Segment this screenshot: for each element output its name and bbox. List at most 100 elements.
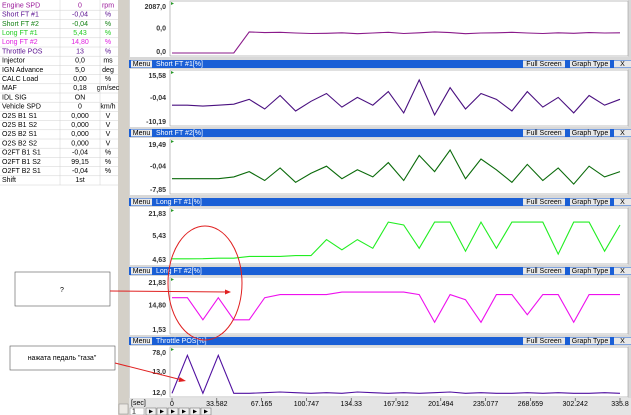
graph-title: Short FT #2[%] [156,130,203,137]
header-button[interactable] [523,60,565,68]
playback-icon [149,409,153,414]
param-unit: km/h [100,104,115,111]
x-tick-label: 134.33 [340,401,362,408]
header-button[interactable] [523,129,565,137]
param-unit: % [105,12,111,19]
scale-label: 21,83 [148,280,166,287]
graph-panel [130,207,628,265]
scroll-down[interactable] [118,403,129,415]
param-value: 14,80 [71,39,89,46]
header-button-label: X [620,268,625,275]
graph-header [129,60,631,68]
marker [171,209,174,212]
param-value: -0,04 [72,150,88,157]
graph-header [129,267,631,275]
param-unit: % [105,39,111,46]
plot-frame [169,346,629,398]
graph-panel [130,346,628,398]
param-name: O2S B1 S2 [2,122,37,129]
param-value: 0 [78,104,82,111]
scrollbar[interactable] [118,0,129,415]
param-unit: % [105,76,111,83]
param-unit: V [106,122,111,129]
x-tick-label: 0 [170,401,174,408]
header-button[interactable] [570,267,610,275]
param-value: -0,04 [72,168,88,175]
header-button-label: X [620,338,625,345]
plot-frame [169,69,629,127]
param-name: O2S B2 S2 [2,140,37,147]
highlight-ellipse [167,225,243,341]
scale-label: 4,63 [152,257,166,264]
header-button[interactable] [614,267,631,275]
header-button[interactable] [570,129,610,137]
scale-label: -10,19 [146,119,166,126]
graph-header [129,337,631,345]
scale-label: 0,0 [156,25,166,32]
graph-panel [130,138,628,195]
menu-button[interactable] [131,337,152,345]
trace [172,291,620,324]
scale-label: 12,0 [152,390,166,397]
header-button[interactable] [614,129,631,137]
header-button[interactable] [523,337,565,345]
param-value: 0,000 [71,122,89,129]
menu-button[interactable] [131,198,152,206]
header-button[interactable] [570,337,610,345]
arrow [114,362,183,381]
param-name: Long FT #2 [2,39,38,46]
playback-icon [193,409,197,414]
note-text: нажата педаль "газа" [28,355,97,362]
scale-label: -7,85 [150,187,166,194]
param-name: Engine SPD [2,2,40,9]
header-button[interactable] [570,60,610,68]
param-unit: % [105,48,111,55]
playback-icon [204,409,208,414]
header-button-label: Graph Type [572,199,609,206]
note-box [14,271,111,307]
header-button[interactable] [614,337,631,345]
menu-button[interactable] [131,267,152,275]
x-tick-label: 335.8 [611,401,629,408]
graph-title: Long FT #2[%] [156,268,202,275]
header-button[interactable] [614,60,631,68]
param-name: Short FT #2 [2,21,39,28]
param-value: 1st [75,177,84,184]
x-tick-label: 167.912 [383,401,408,408]
header-button-label: Graph Type [572,338,609,345]
graph-header [129,129,631,137]
playback-icon [171,409,175,414]
header-button[interactable] [523,198,565,206]
param-unit: V [106,131,111,138]
header-button-label: Full Screen [526,61,562,68]
param-name: IDL SIG [2,94,27,101]
param-value: 0,000 [71,131,89,138]
param-value: 0 [78,2,82,9]
param-value: -0,04 [72,21,88,28]
graph-title: Throttle POS[%] [156,338,207,345]
scale-label: -0,04 [150,95,166,102]
scale-label: 78,0 [152,350,166,357]
param-unit: gm/sec [97,85,120,92]
scale-label: 13,0 [152,369,166,376]
menu-button[interactable] [131,129,152,137]
header-button-label: Graph Type [572,130,609,137]
graph-panel [130,276,628,335]
x-tick-label: 268.659 [518,401,543,408]
param-value: 5,0 [75,67,85,74]
x-tick-label: 100.747 [294,401,319,408]
spinner-box[interactable] [129,407,145,415]
scale-label: 19,49 [148,142,166,149]
menu-label: Menu [133,338,151,345]
menu-label: Menu [133,199,151,206]
param-value: 0,000 [71,113,89,120]
header-button[interactable] [614,198,631,206]
header-button[interactable] [523,267,565,275]
menu-button[interactable] [131,60,152,68]
plot-frame [169,207,629,265]
header-button-label: Full Screen [526,130,562,137]
graph-header [129,198,631,206]
param-unit: % [105,21,111,28]
menu-label: Menu [133,61,151,68]
header-button[interactable] [570,198,610,206]
